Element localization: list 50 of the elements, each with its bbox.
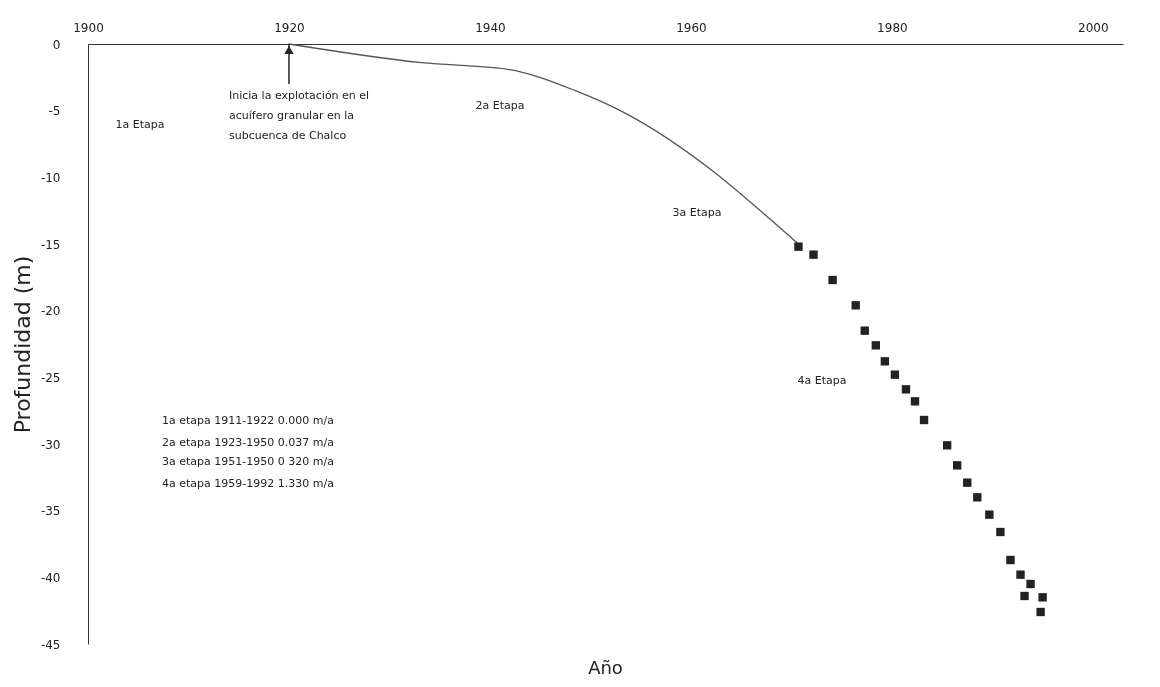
point: [1020, 591, 1029, 601]
y-tick-label: -45: [40, 637, 61, 652]
x-tick-label: 1920: [274, 20, 305, 35]
y-tick-label: 0: [52, 37, 61, 52]
y-tick-label: -10: [40, 170, 61, 185]
annotation: 3a etapa 1951-1950 0 320 m/a: [162, 455, 334, 468]
point: [828, 275, 837, 285]
annotation: 2a etapa 1923-1950 0.037 m/a: [162, 436, 334, 449]
x-tick-label: 1900: [73, 20, 104, 35]
point: [1036, 607, 1045, 617]
y-tick-label: -5: [48, 104, 61, 119]
point: [901, 385, 911, 394]
point: [1016, 570, 1025, 579]
point: [794, 242, 803, 251]
x-tick-label: 1940: [475, 20, 506, 35]
point: [880, 357, 890, 366]
y-tick-label: -35: [40, 504, 61, 519]
y-axis-title: Profundidad (m): [9, 255, 35, 434]
point: [953, 461, 962, 470]
annotation: 2a Etapa: [475, 99, 525, 112]
point: [942, 441, 952, 450]
point: [1026, 579, 1035, 589]
point: [963, 478, 972, 487]
y-tick-label: -20: [40, 304, 61, 319]
point: [985, 510, 994, 519]
point: [996, 527, 1005, 537]
x-tick-label: 1980: [877, 20, 908, 35]
point: [1006, 555, 1015, 565]
x-axis-title: Año: [588, 657, 623, 678]
annotation: Inicia la explotación en el acuífero granular en la subcuenca de Chalco: [228, 89, 370, 142]
point: [1038, 593, 1047, 602]
point: [910, 397, 920, 406]
point: [973, 493, 982, 502]
annotation: 1a etapa 1911-1922 0.000 m/a: [162, 414, 334, 427]
y-tick-label: -40: [40, 570, 61, 585]
point: [890, 370, 900, 379]
point: [919, 415, 929, 425]
y-tick-label: -25: [40, 370, 61, 385]
point: [851, 301, 860, 310]
x-tick-label: 1960: [676, 20, 707, 35]
annotation: 4a etapa 1959-1992 1.330 m/a: [162, 477, 334, 490]
y-tick-label: -30: [40, 437, 61, 452]
point: [871, 341, 880, 350]
annotation: 4a Etapa: [797, 374, 847, 387]
x-tick-label: 2000: [1078, 20, 1109, 35]
y-tick-label: -15: [40, 237, 61, 252]
annotation: 3a Etapa: [672, 206, 722, 219]
point: [809, 250, 818, 259]
annotation: 1a Etapa: [115, 118, 165, 131]
point: [860, 326, 869, 335]
